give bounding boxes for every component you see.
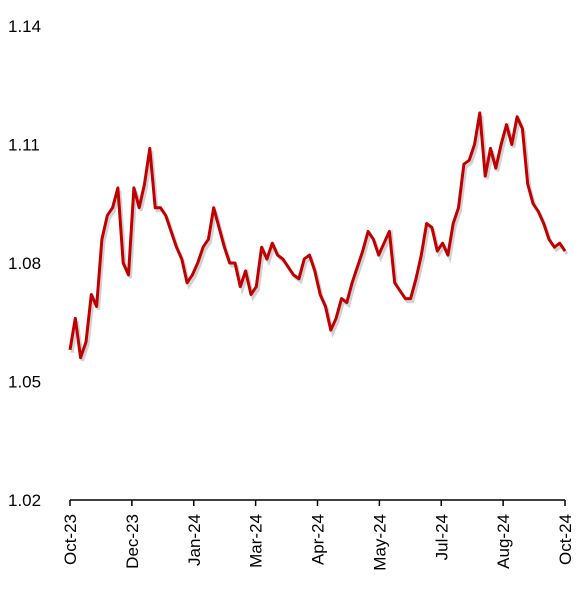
- x-tick-label: Jan-24: [185, 514, 204, 566]
- x-tick-label: Dec-23: [123, 514, 142, 569]
- series-line: [68, 111, 567, 360]
- y-tick-label: 1.11: [8, 136, 40, 155]
- y-tick-label: 1.14: [8, 17, 41, 36]
- series-layer: [68, 111, 569, 362]
- x-tick-label: Apr-24: [309, 514, 328, 565]
- y-tick-label: 1.02: [8, 491, 41, 510]
- y-tick-label: 1.08: [8, 254, 41, 273]
- x-tick-label: May-24: [370, 514, 389, 571]
- x-tick-label: Oct-24: [556, 514, 575, 565]
- y-axis-tick-labels: 1.14 1.11 1.08 1.05 1.02: [8, 17, 41, 510]
- x-tick-label: Mar-24: [247, 514, 266, 568]
- x-tick-label: Aug-24: [494, 514, 513, 569]
- x-tick-label: Jul-24: [432, 514, 451, 560]
- x-tick-label: Oct-23: [61, 514, 80, 565]
- x-axis-ticks: Oct-23 Dec-23 Jan-24 Mar-24 Apr-24 May-24 Jul-…: [61, 500, 575, 571]
- y-tick-label: 1.05: [8, 373, 41, 392]
